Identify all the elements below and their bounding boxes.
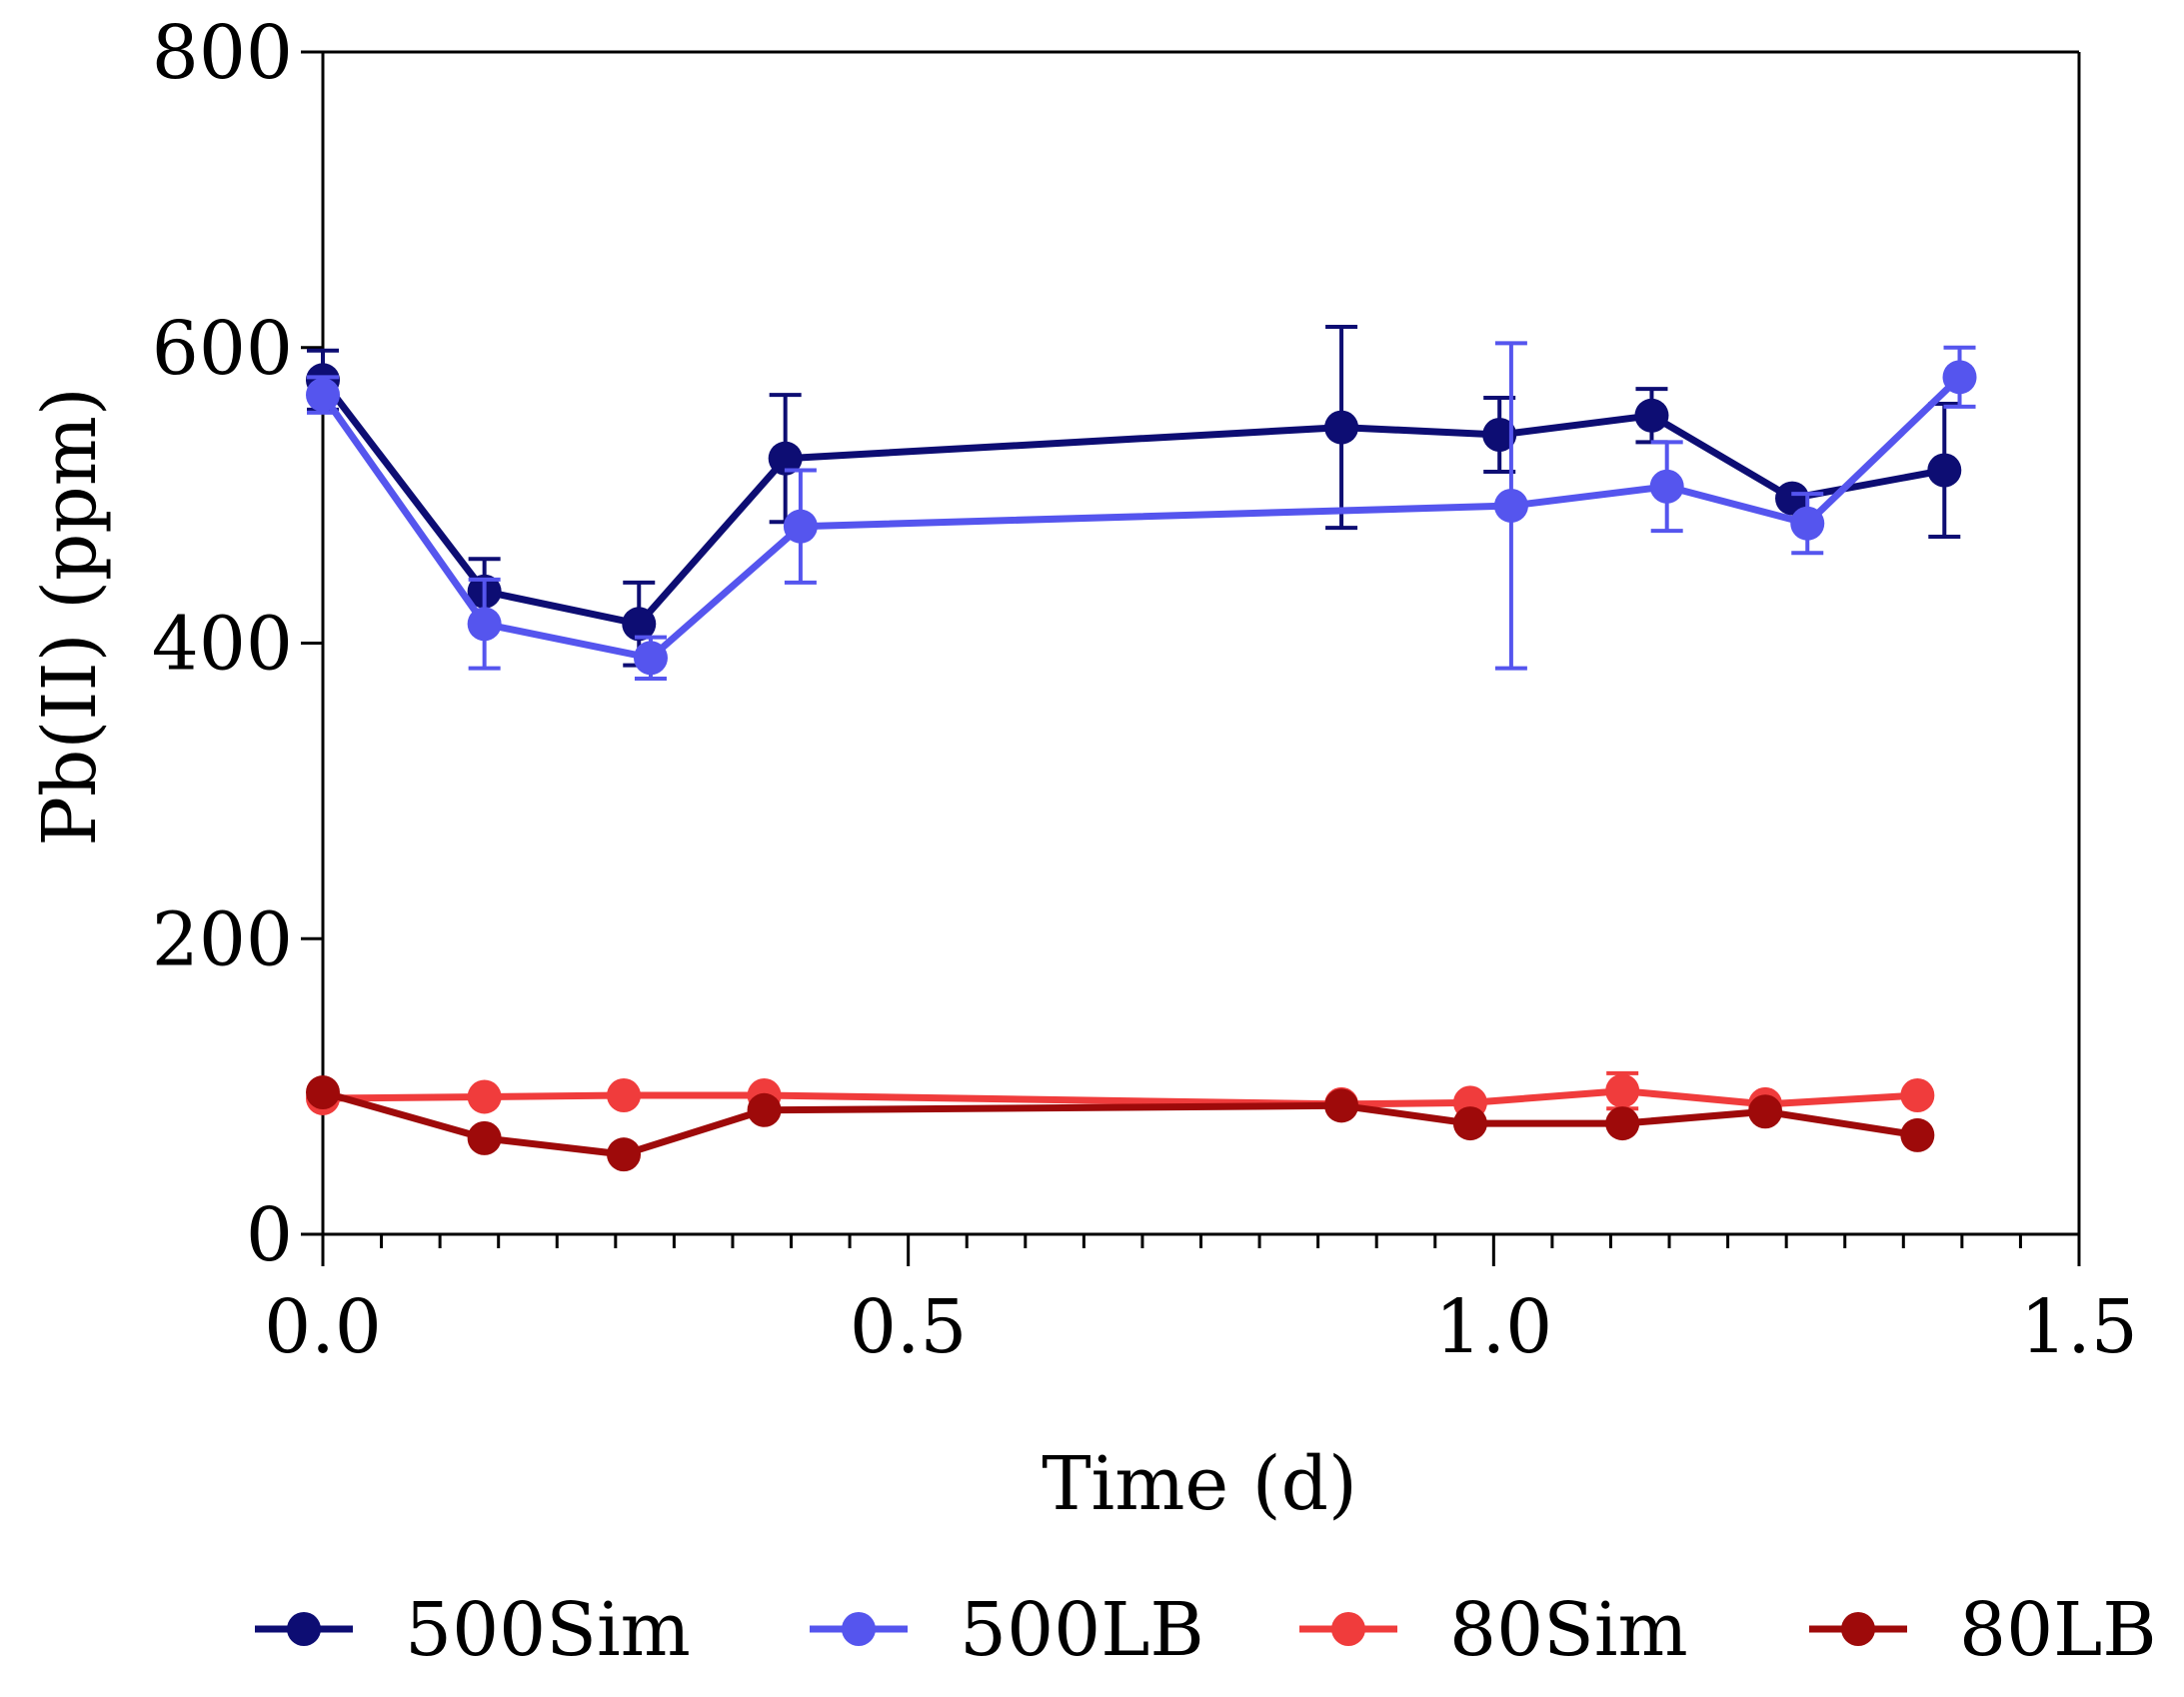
y-tick-label: 800 — [152, 10, 293, 96]
data-point — [783, 509, 818, 544]
legend: 500Sim 500LB 80Sim 80LB — [255, 1587, 2157, 1673]
x-tick-label: 0.5 — [850, 1284, 968, 1370]
data-point — [622, 607, 657, 642]
data-point — [633, 641, 668, 676]
series-layer — [306, 325, 1977, 1172]
data-point — [306, 1075, 340, 1110]
data-point — [1649, 469, 1684, 504]
x-axis-title: Time (d) — [1042, 1441, 1357, 1527]
data-point — [1790, 506, 1825, 541]
data-point — [1482, 417, 1517, 452]
data-point — [467, 607, 502, 642]
y-tick-label: 600 — [152, 306, 293, 392]
x-tick-label: 1.0 — [1434, 1284, 1552, 1370]
legend-label: 80Sim — [1449, 1587, 1688, 1673]
data-point — [1324, 1088, 1359, 1123]
data-point — [467, 1079, 502, 1114]
series-line — [320, 378, 1945, 628]
legend-swatch-marker — [287, 1612, 321, 1646]
legend-swatch-marker — [1841, 1612, 1875, 1646]
data-point — [467, 1120, 502, 1155]
data-point — [747, 1092, 782, 1127]
data-point — [1900, 1117, 1935, 1152]
data-point — [1942, 360, 1977, 395]
x-tick-label: 1.5 — [2020, 1284, 2138, 1370]
series-80Sim — [306, 1070, 1935, 1121]
legend-label: 80LB — [1959, 1587, 2157, 1673]
y-axis-title: Pb(II) (ppm) — [27, 387, 113, 847]
legend-item-80LB: 80LB — [1809, 1587, 2157, 1673]
data-point — [1775, 481, 1810, 516]
data-point — [306, 378, 340, 413]
data-point — [768, 441, 803, 476]
data-point — [1900, 1077, 1935, 1112]
series-80LB — [306, 1075, 1935, 1172]
legend-swatch-marker — [1331, 1612, 1365, 1646]
legend-item-500Sim: 500Sim — [255, 1587, 691, 1673]
y-tick-label: 0 — [246, 1192, 293, 1278]
series-500Sim — [306, 325, 1962, 668]
legend-label: 500LB — [960, 1587, 1204, 1673]
series-500LB — [306, 341, 1977, 681]
x-tick-label: 0.0 — [264, 1284, 382, 1370]
data-point — [1634, 398, 1669, 433]
data-point — [607, 1077, 642, 1112]
y-tick-label: 200 — [152, 896, 293, 982]
data-point — [1324, 410, 1359, 445]
data-point — [1493, 488, 1528, 523]
data-point — [607, 1137, 642, 1172]
legend-item-80Sim: 80Sim — [1299, 1587, 1688, 1673]
legend-swatch-marker — [842, 1612, 876, 1646]
data-point — [1605, 1073, 1640, 1108]
data-point — [1748, 1094, 1783, 1129]
data-point — [1927, 453, 1962, 488]
legend-label: 500Sim — [405, 1587, 691, 1673]
axes: 0 200 400 600 800 0.0 0.5 1.0 1.5 — [152, 10, 2138, 1370]
series-line — [320, 374, 1962, 662]
data-point — [1452, 1106, 1487, 1141]
series-line — [322, 1087, 1918, 1108]
y-tick-label: 400 — [152, 602, 293, 688]
legend-item-500LB: 500LB — [810, 1587, 1204, 1673]
data-point — [1605, 1106, 1640, 1141]
